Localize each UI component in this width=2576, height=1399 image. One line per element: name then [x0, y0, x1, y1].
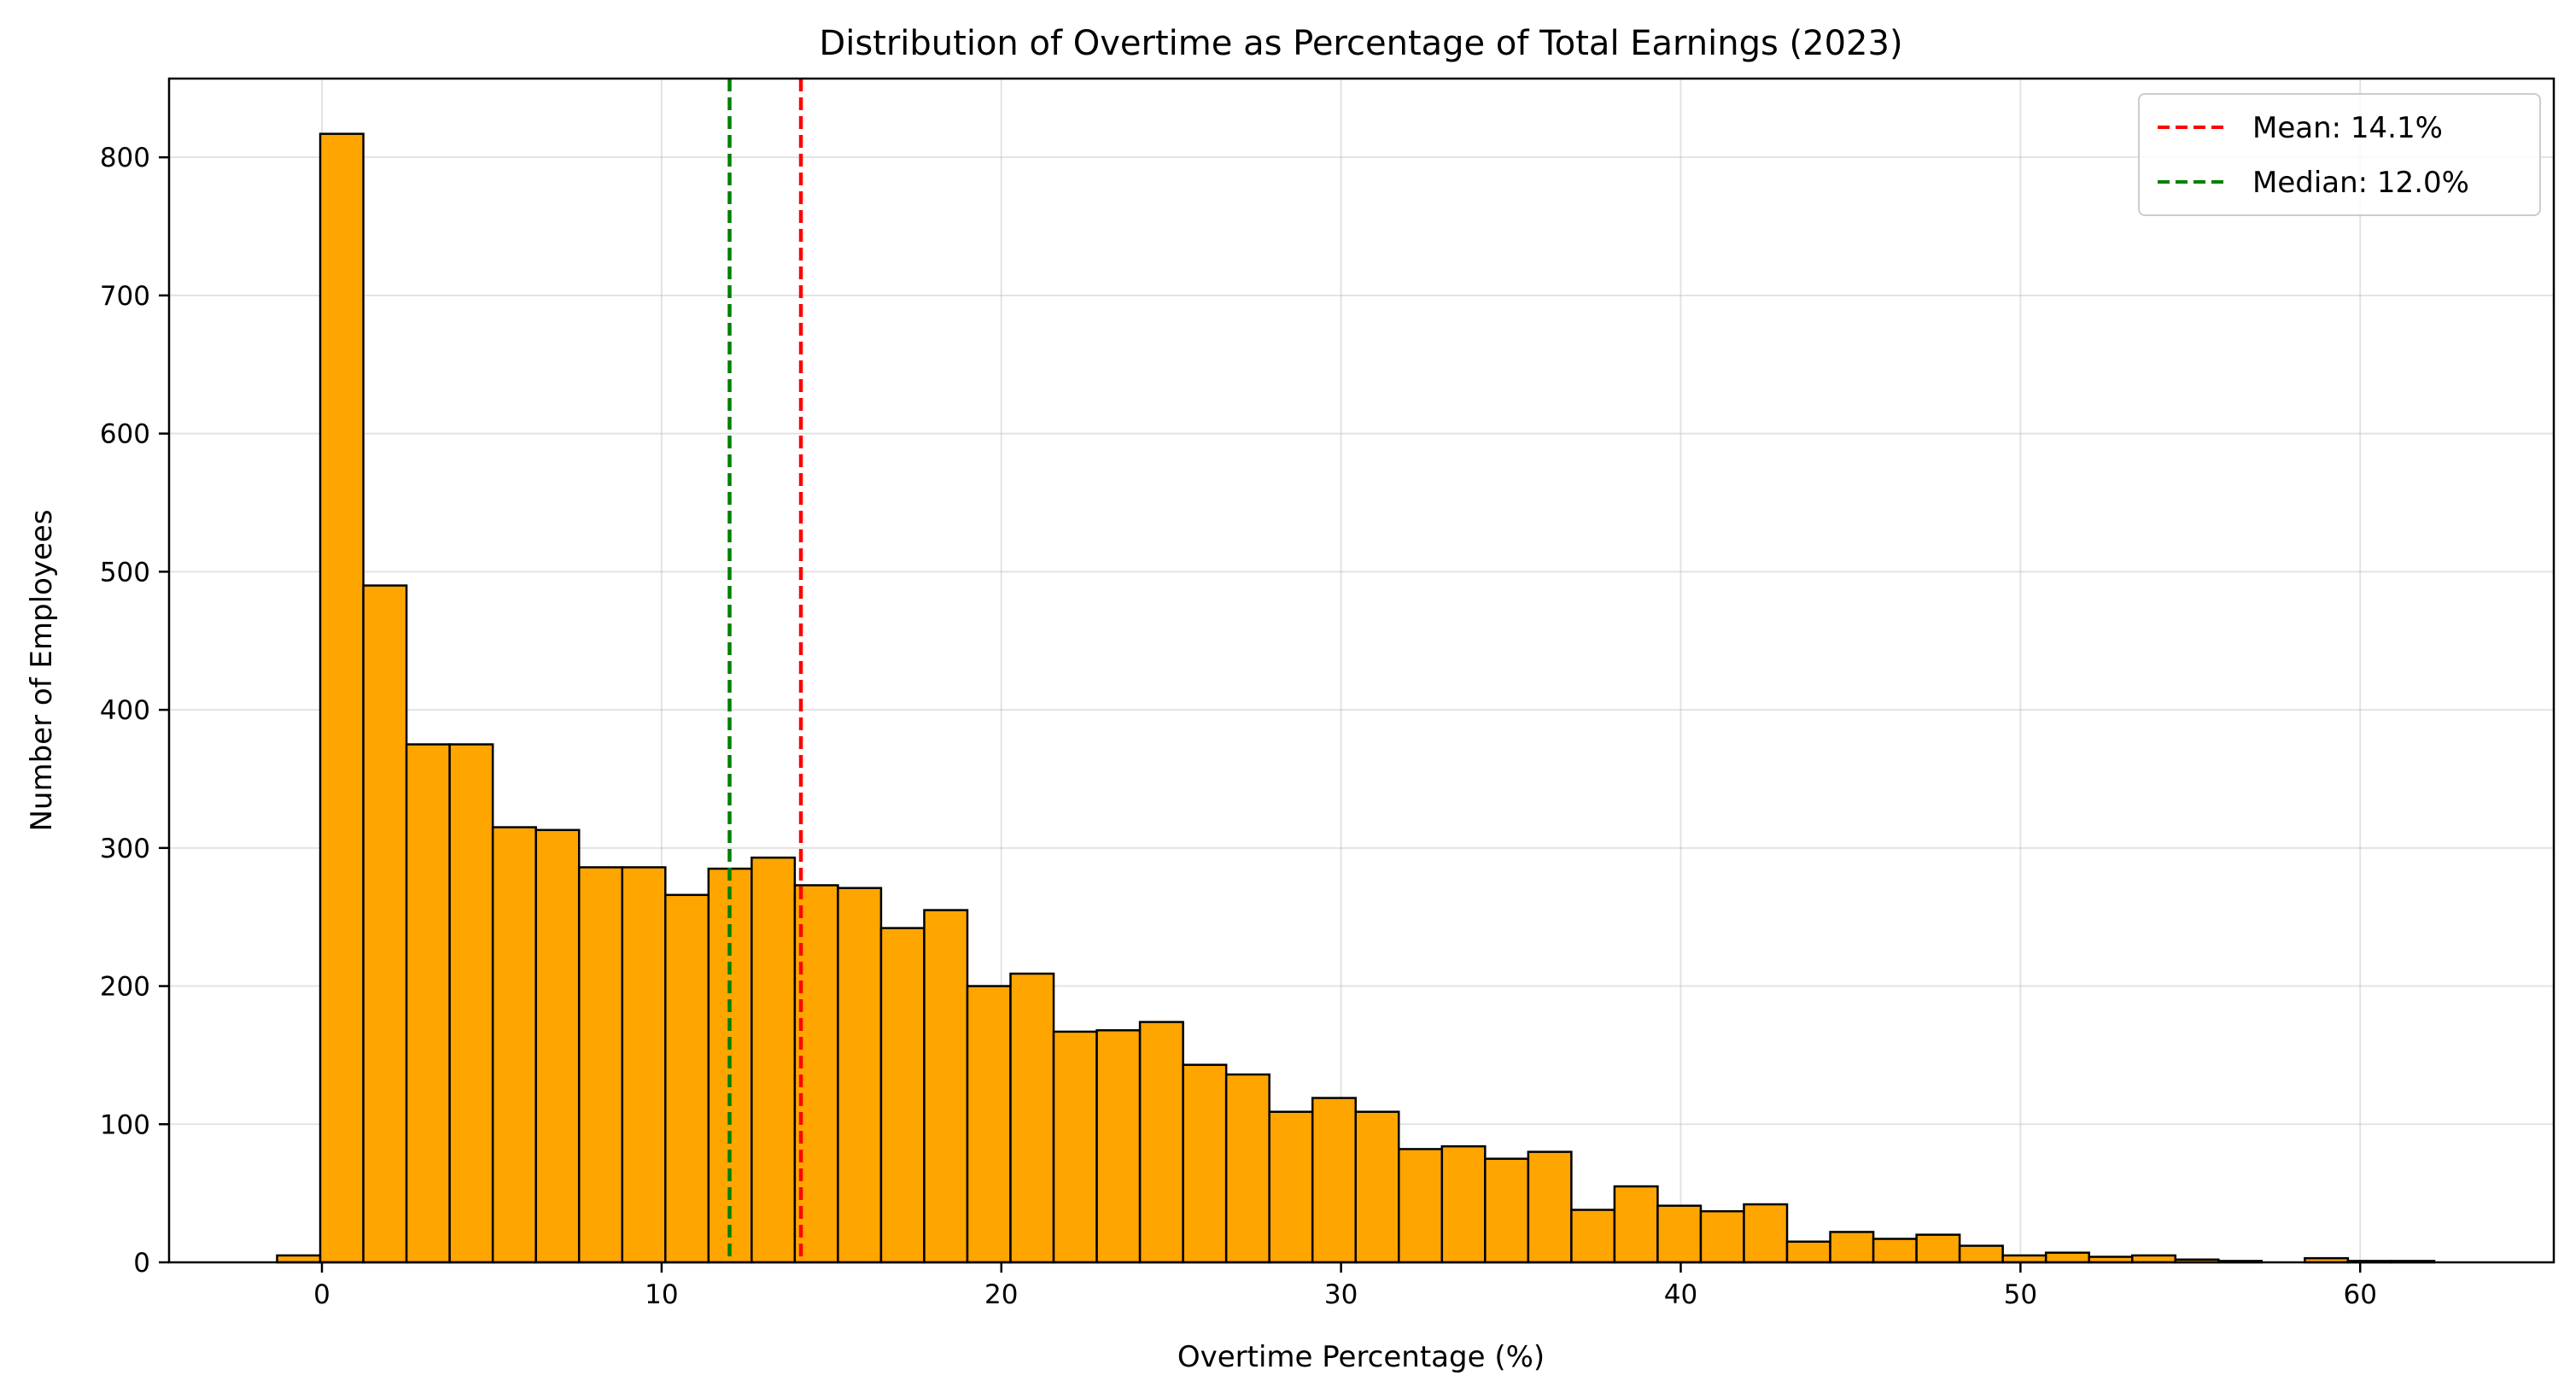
- chart-title: Distribution of Overtime as Percentage o…: [819, 24, 1902, 63]
- histogram-bar: [318, 132, 365, 1264]
- histogram-bar: [1009, 972, 1055, 1264]
- histogram-bar: [448, 743, 494, 1264]
- y-tick-label: 400: [100, 695, 150, 726]
- histogram-bar: [879, 927, 926, 1264]
- legend: Mean: 14.1% Median: 12.0%: [2138, 93, 2541, 216]
- histogram-bar: [1224, 1073, 1270, 1264]
- x-tick-label: 20: [984, 1279, 1018, 1310]
- x-tick-label: 40: [1664, 1279, 1697, 1310]
- x-tick-label: 10: [645, 1279, 678, 1310]
- histogram-bar: [1872, 1238, 1918, 1264]
- x-tick-label: 0: [313, 1279, 330, 1310]
- histogram-bar: [1268, 1110, 1314, 1264]
- x-axis-title: Overtime Percentage (%): [1177, 1340, 1545, 1374]
- histogram-bar: [1398, 1148, 1444, 1264]
- histogram-bar: [621, 866, 667, 1264]
- histogram-bar: [664, 893, 710, 1264]
- histogram-bar: [1095, 1029, 1142, 1264]
- histogram-bar: [837, 887, 883, 1264]
- histogram-bar: [1311, 1097, 1357, 1264]
- histogram-bar: [751, 856, 797, 1264]
- histogram-bar: [405, 743, 451, 1264]
- legend-box: [2138, 93, 2541, 216]
- y-tick-label: 600: [100, 419, 150, 450]
- histogram-bar: [1570, 1209, 1616, 1264]
- histogram-bar: [1484, 1157, 1530, 1264]
- histogram-bar: [1958, 1244, 2004, 1264]
- y-axis-title: Number of Employees: [25, 509, 59, 831]
- plot-area-frame: [167, 77, 2556, 1264]
- histogram-bar: [1699, 1209, 1745, 1264]
- histogram-bar: [2044, 1251, 2090, 1264]
- y-tick-label: 300: [100, 834, 150, 864]
- histogram-bar: [1527, 1150, 1573, 1264]
- x-tick-label: 50: [2004, 1279, 2037, 1310]
- histogram-bar: [1182, 1063, 1228, 1264]
- y-tick-label: 0: [133, 1248, 150, 1279]
- histogram-bar: [362, 584, 408, 1264]
- reference-lines: [727, 79, 803, 1262]
- histogram-bar: [491, 826, 537, 1264]
- y-tick-label: 100: [100, 1109, 150, 1140]
- y-tick-label: 800: [100, 143, 150, 173]
- histogram-bar: [1656, 1204, 1703, 1264]
- y-tick-label: 500: [100, 557, 150, 588]
- histogram-bar: [793, 884, 839, 1264]
- legend-median-label: Median: 12.0%: [2252, 166, 2469, 200]
- histogram-bar: [1829, 1231, 1875, 1264]
- histogram-bar: [1440, 1144, 1487, 1264]
- legend-mean-label: Mean: 14.1%: [2252, 111, 2443, 145]
- histogram-bar: [1613, 1185, 1659, 1264]
- y-tick-label: 200: [100, 972, 150, 1003]
- histogram-bar: [923, 909, 969, 1264]
- histogram-bar: [966, 985, 1012, 1264]
- histogram-bar: [1743, 1203, 1789, 1264]
- histogram-bar: [1052, 1030, 1098, 1264]
- histogram-bar: [1915, 1233, 1961, 1264]
- x-tick-label: 30: [1324, 1279, 1358, 1310]
- x-tick-label: 60: [2343, 1279, 2376, 1310]
- histogram-bar: [1785, 1240, 1831, 1264]
- y-tick-label: 700: [100, 281, 150, 312]
- histogram-bar: [577, 866, 623, 1264]
- histogram-bar: [534, 828, 581, 1264]
- histogram-bar: [1354, 1110, 1400, 1264]
- histogram-bar: [1138, 1021, 1184, 1264]
- histogram-bars: [276, 132, 2436, 1264]
